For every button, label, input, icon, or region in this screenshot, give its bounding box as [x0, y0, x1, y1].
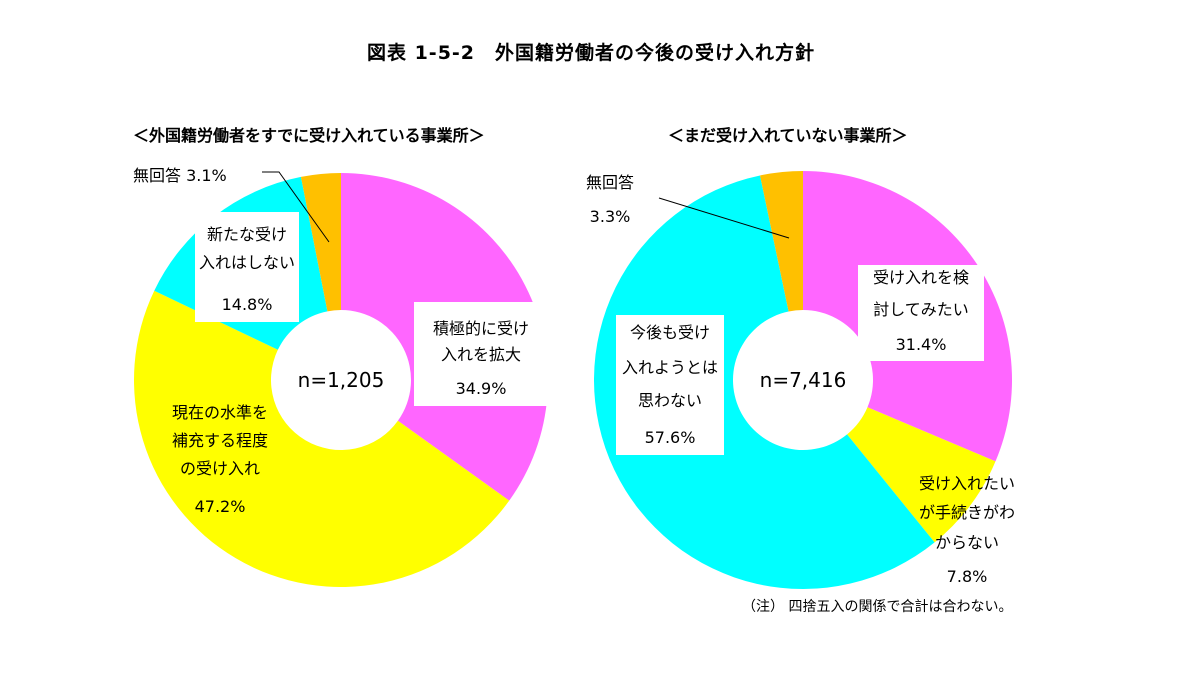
- label-box: [414, 302, 548, 406]
- slice-label-1-line-2: 討してみたい: [873, 300, 969, 319]
- slice-label-3-line-2: 入れはしない: [199, 253, 295, 272]
- slice-label-1-line-2: 入れを拡大: [441, 345, 521, 364]
- slice-label-2-line-2: が手続きがわ: [919, 503, 1015, 522]
- slice-label-3-line-1: 今後も受け: [630, 323, 710, 342]
- leader-line: [262, 171, 330, 243]
- slice-label-2-line-1: 現在の水準を: [172, 403, 268, 422]
- slice-label-3-line-3: 思わない: [638, 391, 702, 410]
- slice-label-2-line-3: からない: [935, 533, 999, 552]
- right-chart-title: ＜まだ受け入れていない事業所＞: [668, 126, 908, 145]
- slice-label-3-line-1: 新たな受け: [207, 225, 287, 244]
- slice-label-4: 無回答: [586, 173, 634, 192]
- sample-size-label: n=1,205: [298, 368, 385, 392]
- label-box: [858, 265, 984, 361]
- slice-label-2-line-1: 受け入れたい: [919, 474, 1015, 493]
- slice-label-4: 無回答 3.1%: [133, 166, 227, 185]
- slice-label-2-line-3: の受け入れ: [180, 459, 260, 478]
- slice-2: [133, 290, 510, 588]
- slice-value-2: 47.2%: [195, 497, 246, 516]
- slice-4: [300, 173, 341, 312]
- slice-2: [847, 407, 996, 543]
- footnote: （注） 四捨五入の関係で合計は合わない。: [742, 599, 1013, 615]
- slice-value-2: 7.8%: [947, 567, 988, 586]
- slice-label-1-line-1: 積極的に受け: [433, 319, 529, 338]
- slice-label-1-line-1: 受け入れを検: [873, 268, 969, 287]
- leader-line: [658, 197, 790, 239]
- slice-3: [593, 175, 935, 590]
- slice-value-1: 34.9%: [456, 379, 507, 398]
- sample-size-label: n=7,416: [760, 368, 847, 392]
- figure-title: 図表 1-5-2 外国籍労働者の今後の受け入れ方針: [366, 42, 816, 64]
- label-box: [616, 315, 724, 455]
- label-box: [195, 212, 299, 322]
- slice-value-3: 14.8%: [222, 295, 273, 314]
- slice-label-3-line-2: 入れようとは: [622, 358, 718, 377]
- slice-value-3: 57.6%: [645, 428, 696, 447]
- left-chart-title: ＜外国籍労働者をすでに受け入れている事業所＞: [133, 126, 485, 145]
- slice-4: [760, 171, 803, 312]
- slice-label-2-line-2: 補充する程度: [172, 431, 268, 450]
- slice-value-4: 3.3%: [590, 207, 631, 226]
- slice-value-1: 31.4%: [896, 335, 947, 354]
